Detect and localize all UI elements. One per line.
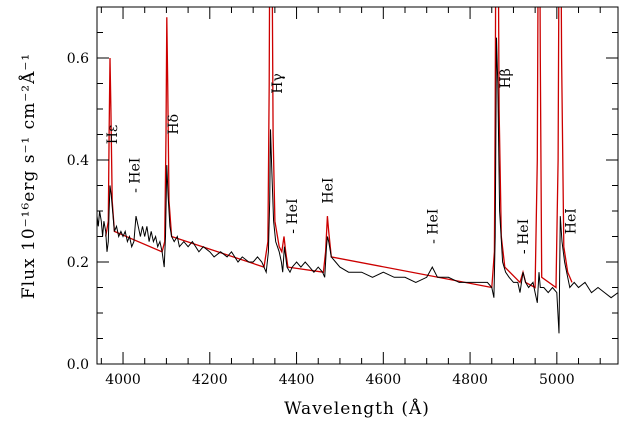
x-tick-label: 4800	[452, 372, 488, 388]
line-annotation: HeI	[564, 208, 580, 234]
y-tick-label: 0.4	[67, 153, 89, 169]
x-axis-label: Wavelength (Å)	[284, 398, 430, 419]
tick-layer: 4000 4200 4400 4600 4800 5000 0.0 0.2 0.4 0.6	[67, 6, 618, 388]
x-tick-label: 4200	[192, 372, 228, 388]
line-annotation: - HeI	[127, 158, 143, 193]
line-annotation: - HeI	[425, 209, 441, 244]
y-tick-label: 0.2	[67, 255, 89, 271]
x-tick-label: 5000	[539, 372, 575, 388]
line-annotation: Hε	[105, 125, 121, 144]
line-annotation: - HeI	[516, 219, 532, 254]
y-axis-label: Flux 10⁻¹⁶erg s⁻¹ cm⁻²Å⁻¹	[18, 53, 39, 299]
line-annotation: HeI	[320, 178, 336, 204]
annotation-layer: Hε - HeI Hδ Hγ - HeI HeI - HeI Hβ - HeI HeI	[105, 68, 580, 254]
x-tick-label: 4000	[105, 372, 141, 388]
line-annotation: Hβ	[498, 68, 514, 88]
red-spectrum-line	[105, 7, 573, 289]
x-tick-label: 4600	[365, 372, 401, 388]
x-tick-label: 4400	[279, 372, 315, 388]
black-spectrum-line	[97, 37, 618, 334]
line-annotation: Hδ	[166, 114, 182, 135]
y-tick-label: 0.6	[67, 51, 89, 67]
series-layer	[97, 7, 618, 334]
y-tick-label: 0.0	[67, 357, 89, 373]
line-annotation: Hγ	[270, 73, 286, 94]
line-annotation: - HeI	[285, 198, 301, 233]
